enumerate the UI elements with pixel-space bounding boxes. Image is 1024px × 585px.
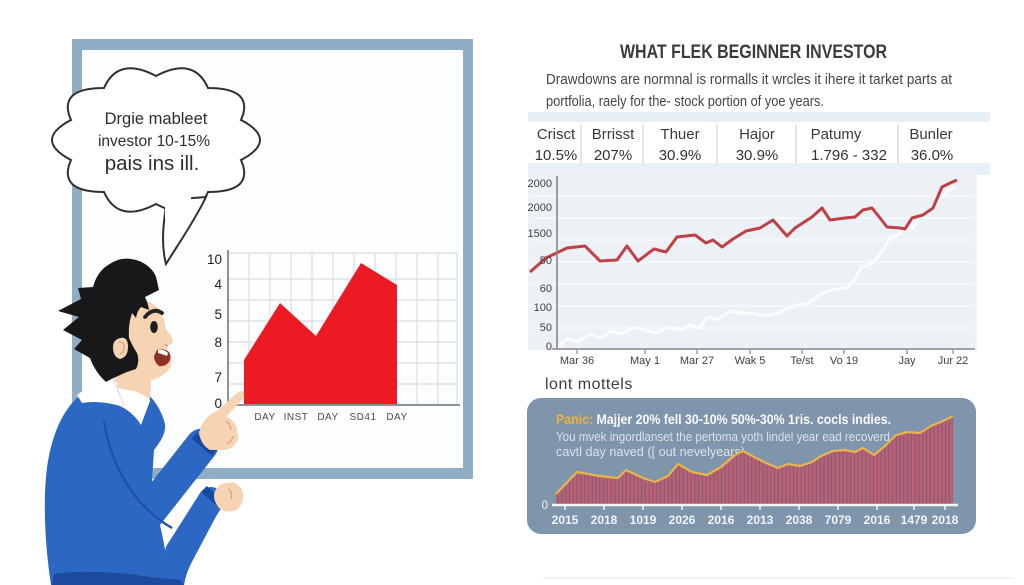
svg-text:2016: 2016 [864, 513, 891, 527]
svg-text:30.9%: 30.9% [736, 147, 779, 164]
svg-text:1019: 1019 [630, 513, 657, 527]
svg-text:2016: 2016 [708, 513, 735, 527]
svg-text:2038: 2038 [786, 513, 813, 527]
svg-text:1.796 - 332: 1.796 - 332 [811, 147, 887, 164]
svg-text:2018: 2018 [591, 513, 618, 527]
svg-text:lont mottels: lont mottels [545, 376, 633, 393]
svg-text:50: 50 [540, 255, 552, 267]
svg-text:Bunler: Bunler [909, 126, 952, 143]
svg-text:2013: 2013 [747, 513, 774, 527]
svg-text:Hajor: Hajor [739, 126, 775, 143]
svg-text:4: 4 [214, 277, 222, 292]
svg-text:1479: 1479 [901, 513, 928, 527]
svg-text:2000: 2000 [528, 178, 552, 190]
svg-text:Crisct: Crisct [537, 126, 576, 143]
svg-text:2000: 2000 [528, 202, 552, 214]
svg-text:Jur 22: Jur 22 [938, 355, 969, 367]
svg-text:2015: 2015 [552, 513, 579, 527]
svg-text:INST: INST [284, 412, 309, 423]
svg-text:You mvek ingordlanset the pert: You mvek ingordlanset the pertoma yoth l… [556, 430, 890, 444]
svg-text:7079: 7079 [825, 513, 852, 527]
svg-text:May 1: May 1 [630, 355, 660, 367]
svg-text:Drgie mableet: Drgie mableet [105, 110, 208, 128]
svg-text:60: 60 [540, 283, 552, 295]
svg-text:0: 0 [542, 500, 548, 512]
svg-text:investor 10-15%: investor 10-15% [98, 133, 210, 150]
svg-text:10: 10 [207, 252, 222, 267]
svg-text:DAY: DAY [386, 412, 407, 423]
svg-text:0: 0 [214, 396, 222, 411]
svg-text:Drawdowns are normnal is rorma: Drawdowns are normnal is rormalls it wrc… [546, 72, 952, 88]
svg-text:Thuer: Thuer [660, 126, 699, 143]
svg-text:Mar 27: Mar 27 [680, 355, 714, 367]
svg-text:Mar 36: Mar 36 [560, 355, 594, 367]
svg-text:1500: 1500 [528, 228, 552, 240]
svg-text:Te/st: Te/st [790, 355, 813, 367]
svg-text:Wak 5: Wak 5 [735, 355, 766, 367]
svg-text:50: 50 [540, 322, 552, 334]
svg-text:DAY: DAY [254, 412, 275, 423]
svg-text:portfolia, raely for the- stoc: portfolia, raely for the- stock portion … [546, 94, 824, 110]
svg-text:207%: 207% [594, 147, 632, 164]
svg-text:2026: 2026 [669, 513, 696, 527]
svg-text:Panic: Majjer 20% fell 30-10%: Panic: Majjer 20% fell 30-10% 50%-30% 1r… [556, 411, 891, 427]
svg-text:DAY: DAY [317, 412, 338, 423]
svg-text:cavtl day naved ([ out nevelye: cavtl day naved ([ out nevelyears) [556, 445, 745, 459]
svg-text:Patumy: Patumy [811, 126, 862, 143]
svg-text:36.0%: 36.0% [911, 147, 954, 164]
svg-text:30.9%: 30.9% [659, 147, 702, 164]
svg-text:SD41: SD41 [349, 412, 376, 423]
svg-text:100: 100 [534, 302, 552, 314]
svg-text:Brrisst: Brrisst [592, 126, 635, 143]
svg-text:Vo 19: Vo 19 [830, 355, 858, 367]
svg-text:0: 0 [546, 341, 552, 353]
svg-text:7: 7 [214, 370, 222, 385]
svg-text:2018: 2018 [932, 513, 959, 527]
svg-text:pais ins ill.: pais ins ill. [105, 152, 200, 175]
svg-text:8: 8 [214, 335, 222, 350]
svg-text:WHAT FLEK BEGINNER INVESTOR: WHAT FLEK BEGINNER INVESTOR [620, 41, 887, 63]
svg-text:10.5%: 10.5% [535, 147, 578, 164]
svg-text:5: 5 [214, 307, 222, 322]
svg-text:Jay: Jay [898, 355, 916, 367]
